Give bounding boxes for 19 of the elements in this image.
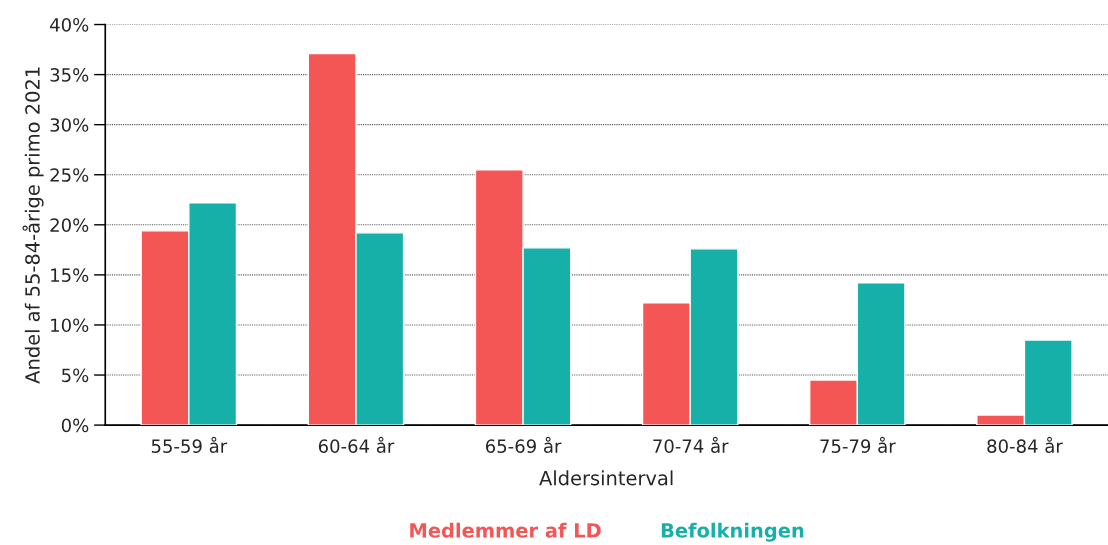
text: Medlemmer af LD [410, 522, 601, 538]
y-tick-label: 25% [50, 168, 89, 182]
y-axis-title: Andel af 55-84-årige primo 2021 [22, 67, 44, 384]
x-tick-label: 60-64 år [318, 436, 395, 453]
y-tick-label: 15% [51, 268, 89, 282]
y-tick-label: 10% [51, 318, 89, 333]
text: Befolkningen [661, 522, 804, 542]
y-tick-label: 30% [50, 118, 89, 132]
y-tick-label: 5% [62, 368, 89, 383]
x-tick-label: 55-59 år [151, 436, 228, 453]
x-tick-label: 75-79 år [820, 436, 896, 453]
y-tick-label: 20% [50, 218, 89, 232]
y-tick-label: 40% [50, 17, 89, 32]
x-tick-label: 65-69 år [485, 436, 562, 453]
x-axis-title: Aldersinterval [539, 470, 673, 486]
x-tick-label: 80-84 år [987, 436, 1063, 453]
x-tick-label: 70-74 år [653, 436, 729, 453]
y-tick-label: 0% [61, 418, 89, 433]
y-tick-label: 35% [50, 68, 89, 82]
